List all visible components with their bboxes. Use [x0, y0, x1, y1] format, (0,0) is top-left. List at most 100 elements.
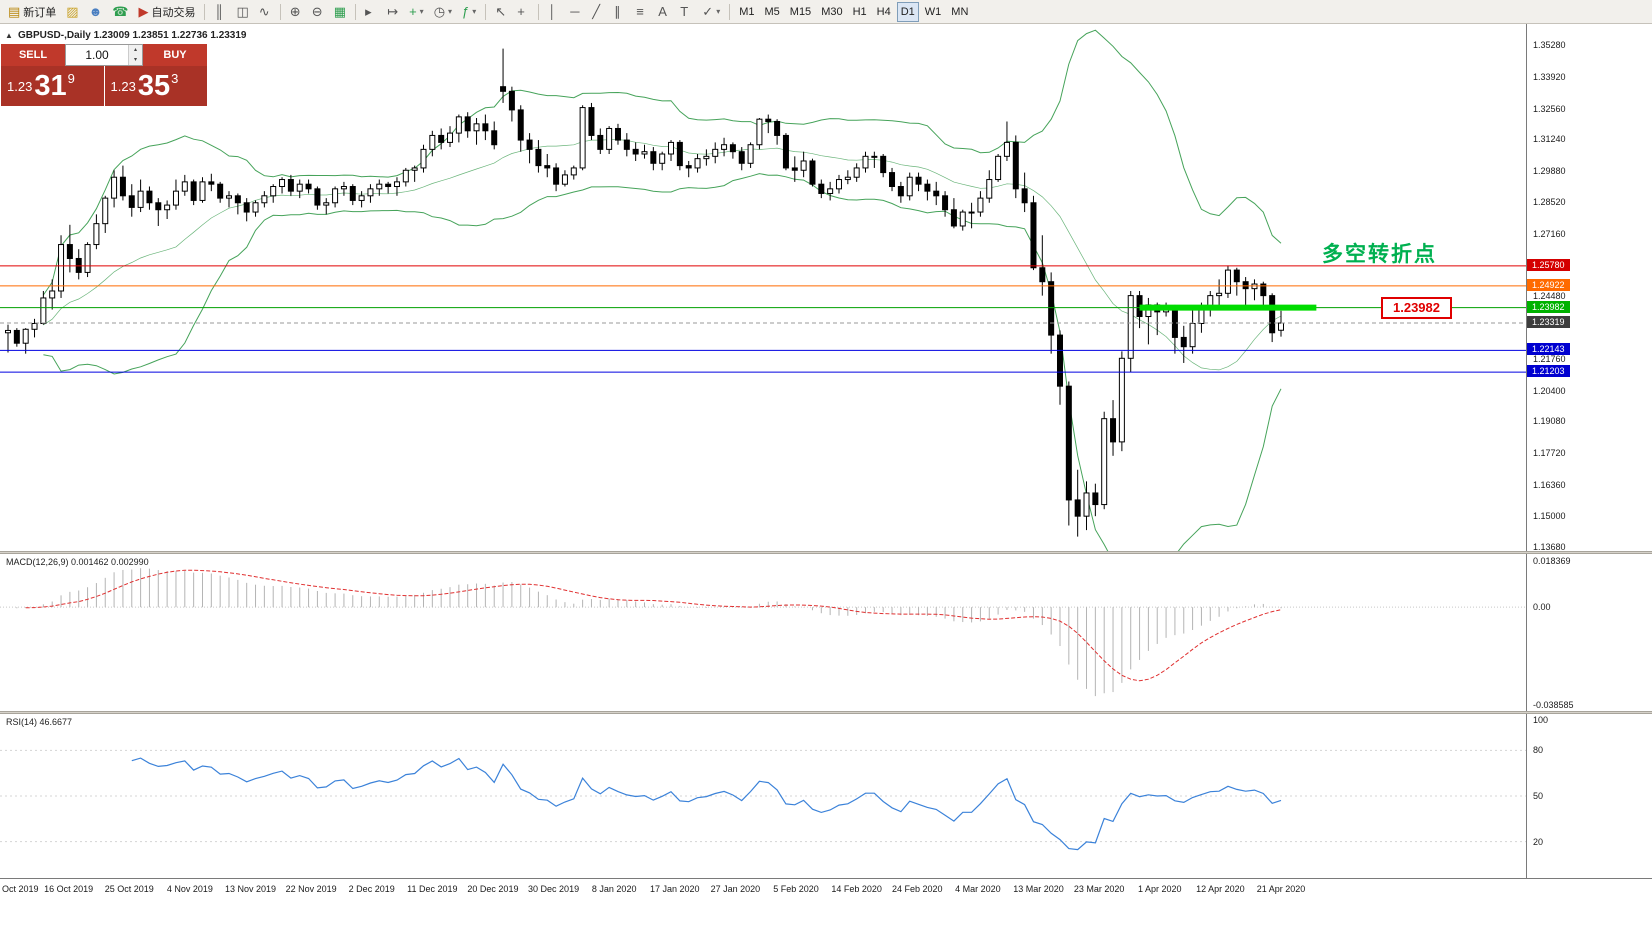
axis-label: 1.17720 — [1533, 448, 1566, 459]
buy-price-button[interactable]: 1.23 35 3 — [104, 66, 207, 106]
objects-icon: ✓ — [702, 4, 714, 19]
auto-scroll-button[interactable]: ▸ — [361, 2, 381, 22]
time-axis-label: 30 Dec 2019 — [528, 884, 580, 894]
time-axis-label: 16 Oct 2019 — [44, 884, 94, 894]
turning-point-annotation[interactable]: 多空转折点 — [1322, 242, 1437, 266]
timeframe-m1-button-label: M1 — [739, 5, 755, 18]
cursor-button[interactable]: ↖ — [491, 2, 511, 22]
volume-input[interactable] — [66, 45, 128, 65]
timeframe-d1-button[interactable]: D1 — [896, 1, 919, 22]
fibonacci-button[interactable]: ≡ — [632, 2, 652, 22]
macd-canvas[interactable] — [0, 554, 1652, 711]
dropdown-arrow-icon: ▾ — [419, 7, 424, 16]
volume-down-button[interactable]: ▾ — [129, 55, 142, 65]
horizontal-line-button[interactable]: ─ — [566, 2, 586, 22]
time-axis-label: 14 Feb 2020 — [831, 884, 882, 894]
fibonacci-icon: ≡ — [636, 4, 644, 19]
time-axis[interactable]: Oct 2019 16 Oct 2019 25 Oct 2019 4 Nov 2019… — [0, 878, 1652, 947]
toolbar-separator — [355, 3, 357, 20]
line-chart-button[interactable]: ∿ — [255, 2, 275, 22]
timeframe-m15-button[interactable]: M15 — [786, 2, 815, 22]
volume-up-button[interactable]: ▴ — [129, 45, 142, 55]
panel-divider[interactable] — [0, 551, 1652, 554]
zoom-in-button[interactable]: ⊕ — [286, 2, 306, 22]
text-icon: A — [658, 4, 667, 19]
autotrading-button-label: 自动交易 — [151, 6, 196, 19]
main-chart-panel[interactable]: 1.35280 1.33920 1.32560 1.31240 1.29880 1.285… — [0, 24, 1652, 552]
text-label-icon: T — [680, 4, 689, 19]
cursor-icon: ↖ — [495, 4, 507, 19]
axis-label: 1.33920 — [1533, 71, 1566, 82]
timeframe-mn-button[interactable]: MN — [947, 2, 972, 22]
new-chart-button[interactable]: + ▾ — [405, 2, 428, 22]
chart-shift-button[interactable]: ↦ — [383, 2, 403, 22]
tile-windows-button[interactable]: ▦ — [330, 2, 350, 22]
buy-price-prefix: 1.23 — [110, 79, 136, 94]
bar-chart-button[interactable]: ║ — [210, 2, 230, 22]
accounts-button[interactable]: ☻ — [85, 2, 107, 22]
text-label-button[interactable]: T — [676, 2, 696, 22]
macd-panel[interactable]: 0.018369 0.00 -0.038585 MACD(12,26,9) 0.00… — [0, 554, 1652, 711]
time-axis-label: 1 Apr 2020 — [1137, 884, 1182, 894]
main-chart-canvas[interactable] — [0, 24, 1652, 551]
profiles-icon: ◷ — [433, 4, 446, 19]
price-tag: 1.21203 — [1527, 365, 1570, 378]
price-tag: 1.22143 — [1527, 343, 1570, 356]
sell-price-button[interactable]: 1.23 31 9 — [1, 66, 104, 106]
objects-button[interactable]: ✓ ▾ — [698, 2, 724, 22]
profiles-button[interactable]: ◷ ▾ — [430, 2, 456, 22]
axis-label: 0.018369 — [1533, 555, 1571, 566]
autotrading-button[interactable]: ▶ 自动交易 — [134, 2, 199, 22]
timeframe-m5-button[interactable]: M5 — [761, 2, 784, 22]
tile-windows-icon: ▦ — [333, 4, 347, 19]
sell-button[interactable]: SELL — [1, 44, 65, 66]
time-axis-label: 5 Feb 2020 — [773, 884, 819, 894]
buy-button[interactable]: BUY — [143, 44, 207, 66]
vertical-line-icon: │ — [548, 4, 557, 19]
rsi-panel[interactable]: 100 80 50 20 RSI(14) 46.6677 — [0, 714, 1652, 878]
buy-price-sup: 3 — [171, 71, 179, 86]
panel-divider[interactable] — [0, 711, 1652, 714]
candlestick-chart-button[interactable]: ◫ — [232, 2, 252, 22]
axis-label: 1.27160 — [1533, 228, 1566, 239]
timeframe-m30-button[interactable]: M30 — [817, 2, 846, 22]
support-icon: ☎ — [112, 4, 129, 19]
new-chart-icon: + — [409, 4, 417, 19]
indicators-button[interactable]: ƒ ▾ — [458, 2, 480, 22]
macd-axis[interactable]: 0.018369 0.00 -0.038585 — [1526, 554, 1652, 711]
accounts-icon: ☻ — [88, 4, 103, 19]
time-axis-label: 22 Nov 2019 — [285, 884, 337, 894]
trendline-button[interactable]: ╱ — [588, 2, 608, 22]
channel-button[interactable]: ∥ — [610, 2, 630, 22]
timeframe-m15-button-label: M15 — [789, 5, 812, 18]
text-button[interactable]: A — [654, 2, 674, 22]
auto-scroll-icon: ▸ — [365, 4, 372, 19]
rsi-canvas[interactable] — [0, 714, 1652, 878]
collapse-arrow-icon[interactable]: ▲ — [5, 31, 13, 40]
timeframe-h1-button[interactable]: H1 — [849, 2, 871, 22]
time-axis-label: 27 Jan 2020 — [710, 884, 761, 894]
timeframe-m1-button[interactable]: M1 — [735, 2, 758, 22]
one-click-trade-panel: SELL ▴ ▾ BUY 1.23 31 9 1.23 — [1, 44, 207, 106]
price-level-callout[interactable]: 1.23982 — [1381, 296, 1452, 319]
timeframe-h4-button-label: H4 — [876, 5, 891, 18]
macd-header: MACD(12,26,9) 0.001462 0.002990 — [6, 557, 149, 567]
line-chart-icon: ∿ — [258, 4, 270, 19]
timeframe-w1-button[interactable]: W1 — [921, 2, 946, 22]
main-price-axis[interactable]: 1.35280 1.33920 1.32560 1.31240 1.29880 1.285… — [1526, 24, 1652, 552]
chart-shift-icon: ↦ — [387, 4, 398, 19]
axis-label: 1.13680 — [1533, 541, 1566, 552]
zoom-out-button[interactable]: ⊖ — [308, 2, 328, 22]
crosshair-button[interactable]: + — [513, 2, 533, 22]
sell-price-prefix: 1.23 — [7, 79, 33, 94]
main-toolbar: ▤ 新订单 ▨ ☻ ☎ ▶ 自动交易 ║ ◫ ∿ ⊕ ⊖ ▦ ▸ ↦ + ▾ ◷ ▾ ƒ ▾ ↖ + │ ─ ╱ ∥ ≡ A T ✓ ▾ M1 M… — [0, 0, 1652, 24]
support-button[interactable]: ☎ — [108, 2, 132, 22]
rsi-axis[interactable]: 100 80 50 20 — [1526, 714, 1652, 878]
time-axis-label: 8 Jan 2020 — [591, 884, 637, 894]
timeframe-h4-button[interactable]: H4 — [873, 2, 895, 22]
styles-button[interactable]: ▨ — [62, 2, 82, 22]
vertical-line-button[interactable]: │ — [544, 2, 564, 22]
new-order-button[interactable]: ▤ 新订单 — [4, 2, 60, 22]
dropdown-arrow-icon: ▾ — [472, 7, 477, 16]
